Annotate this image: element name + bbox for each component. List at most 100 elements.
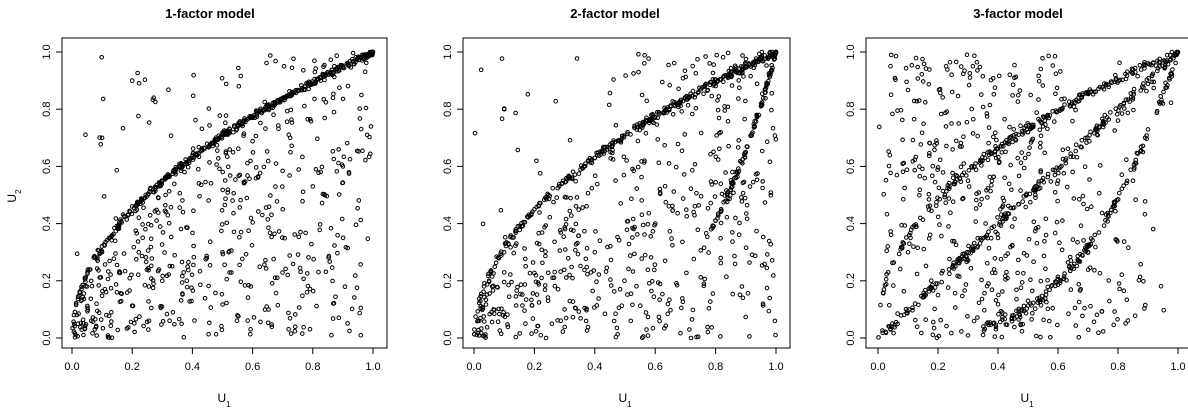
data-point bbox=[114, 290, 120, 295]
data-point bbox=[762, 261, 767, 267]
data-point bbox=[1048, 179, 1054, 184]
data-point bbox=[1077, 259, 1083, 264]
data-point bbox=[279, 235, 285, 240]
data-point bbox=[584, 307, 589, 313]
data-point bbox=[473, 314, 478, 319]
data-point bbox=[645, 267, 651, 273]
data-point bbox=[99, 135, 105, 141]
data-point bbox=[75, 294, 81, 300]
data-point bbox=[585, 190, 591, 196]
data-point bbox=[975, 133, 981, 139]
data-point bbox=[993, 155, 999, 161]
data-point bbox=[314, 303, 319, 309]
data-point bbox=[196, 166, 201, 172]
data-point bbox=[82, 326, 88, 331]
data-point bbox=[100, 325, 106, 331]
data-point bbox=[887, 302, 892, 308]
data-point bbox=[562, 307, 567, 312]
data-point bbox=[960, 293, 965, 299]
data-point bbox=[75, 296, 81, 302]
data-point bbox=[1052, 168, 1057, 173]
data-point bbox=[643, 131, 649, 136]
y-tick-label: 0.4 bbox=[41, 216, 53, 231]
data-point bbox=[670, 208, 675, 213]
data-point bbox=[233, 177, 238, 182]
data-point bbox=[926, 197, 932, 202]
data-point bbox=[539, 275, 544, 281]
data-point bbox=[1149, 73, 1155, 79]
data-point bbox=[562, 324, 568, 330]
data-point bbox=[715, 98, 720, 103]
data-point bbox=[243, 252, 249, 257]
data-point bbox=[656, 314, 662, 320]
data-point bbox=[120, 126, 126, 131]
data-point bbox=[680, 239, 685, 245]
data-point bbox=[478, 315, 483, 321]
data-point bbox=[743, 61, 749, 67]
data-point bbox=[226, 250, 231, 255]
data-point bbox=[937, 222, 942, 227]
data-point bbox=[303, 230, 308, 236]
data-point bbox=[505, 324, 511, 330]
data-point bbox=[241, 180, 247, 185]
data-point bbox=[1061, 274, 1067, 279]
data-point bbox=[172, 181, 177, 187]
data-point bbox=[219, 75, 225, 81]
data-point bbox=[1018, 188, 1023, 193]
data-point bbox=[88, 278, 94, 284]
data-point bbox=[1014, 287, 1019, 293]
data-point bbox=[178, 298, 184, 303]
data-point bbox=[657, 186, 663, 192]
data-point bbox=[282, 235, 288, 241]
data-point bbox=[1132, 65, 1138, 71]
data-point bbox=[759, 148, 765, 154]
data-point bbox=[738, 64, 744, 69]
data-point bbox=[743, 314, 749, 320]
data-point bbox=[207, 263, 213, 268]
data-point bbox=[149, 256, 155, 261]
data-point bbox=[1008, 162, 1013, 168]
data-point bbox=[241, 131, 247, 136]
data-point bbox=[536, 241, 542, 247]
data-point bbox=[184, 278, 190, 284]
data-point bbox=[885, 244, 891, 249]
data-point bbox=[1021, 271, 1026, 276]
data-point bbox=[1040, 83, 1046, 88]
data-point bbox=[970, 63, 976, 69]
data-point bbox=[953, 138, 959, 144]
data-point bbox=[1084, 242, 1090, 248]
data-point bbox=[272, 275, 278, 281]
data-point bbox=[760, 185, 765, 191]
data-point bbox=[251, 315, 257, 320]
data-point bbox=[690, 111, 695, 117]
data-point bbox=[484, 282, 490, 287]
data-point bbox=[901, 241, 906, 246]
data-point bbox=[1075, 240, 1080, 245]
data-point bbox=[1043, 216, 1049, 222]
data-point bbox=[146, 327, 151, 332]
data-point bbox=[1090, 92, 1096, 97]
data-point bbox=[991, 174, 996, 180]
data-point bbox=[247, 176, 252, 182]
data-point bbox=[562, 194, 568, 200]
data-point bbox=[332, 63, 337, 69]
data-point bbox=[287, 173, 292, 178]
data-point bbox=[896, 251, 902, 257]
data-point bbox=[692, 94, 698, 100]
data-point bbox=[98, 317, 104, 322]
data-point bbox=[265, 320, 271, 326]
data-point bbox=[981, 151, 987, 157]
data-point bbox=[718, 209, 724, 214]
data-point bbox=[331, 109, 337, 115]
data-point bbox=[1108, 110, 1113, 115]
data-point bbox=[310, 184, 316, 189]
data-point bbox=[237, 262, 242, 268]
data-point bbox=[740, 295, 746, 301]
data-point bbox=[685, 103, 691, 108]
data-point bbox=[217, 166, 222, 172]
data-point bbox=[275, 302, 281, 308]
data-point bbox=[227, 270, 232, 275]
data-point bbox=[1052, 230, 1058, 236]
data-point bbox=[964, 52, 970, 58]
data-point bbox=[643, 310, 649, 315]
